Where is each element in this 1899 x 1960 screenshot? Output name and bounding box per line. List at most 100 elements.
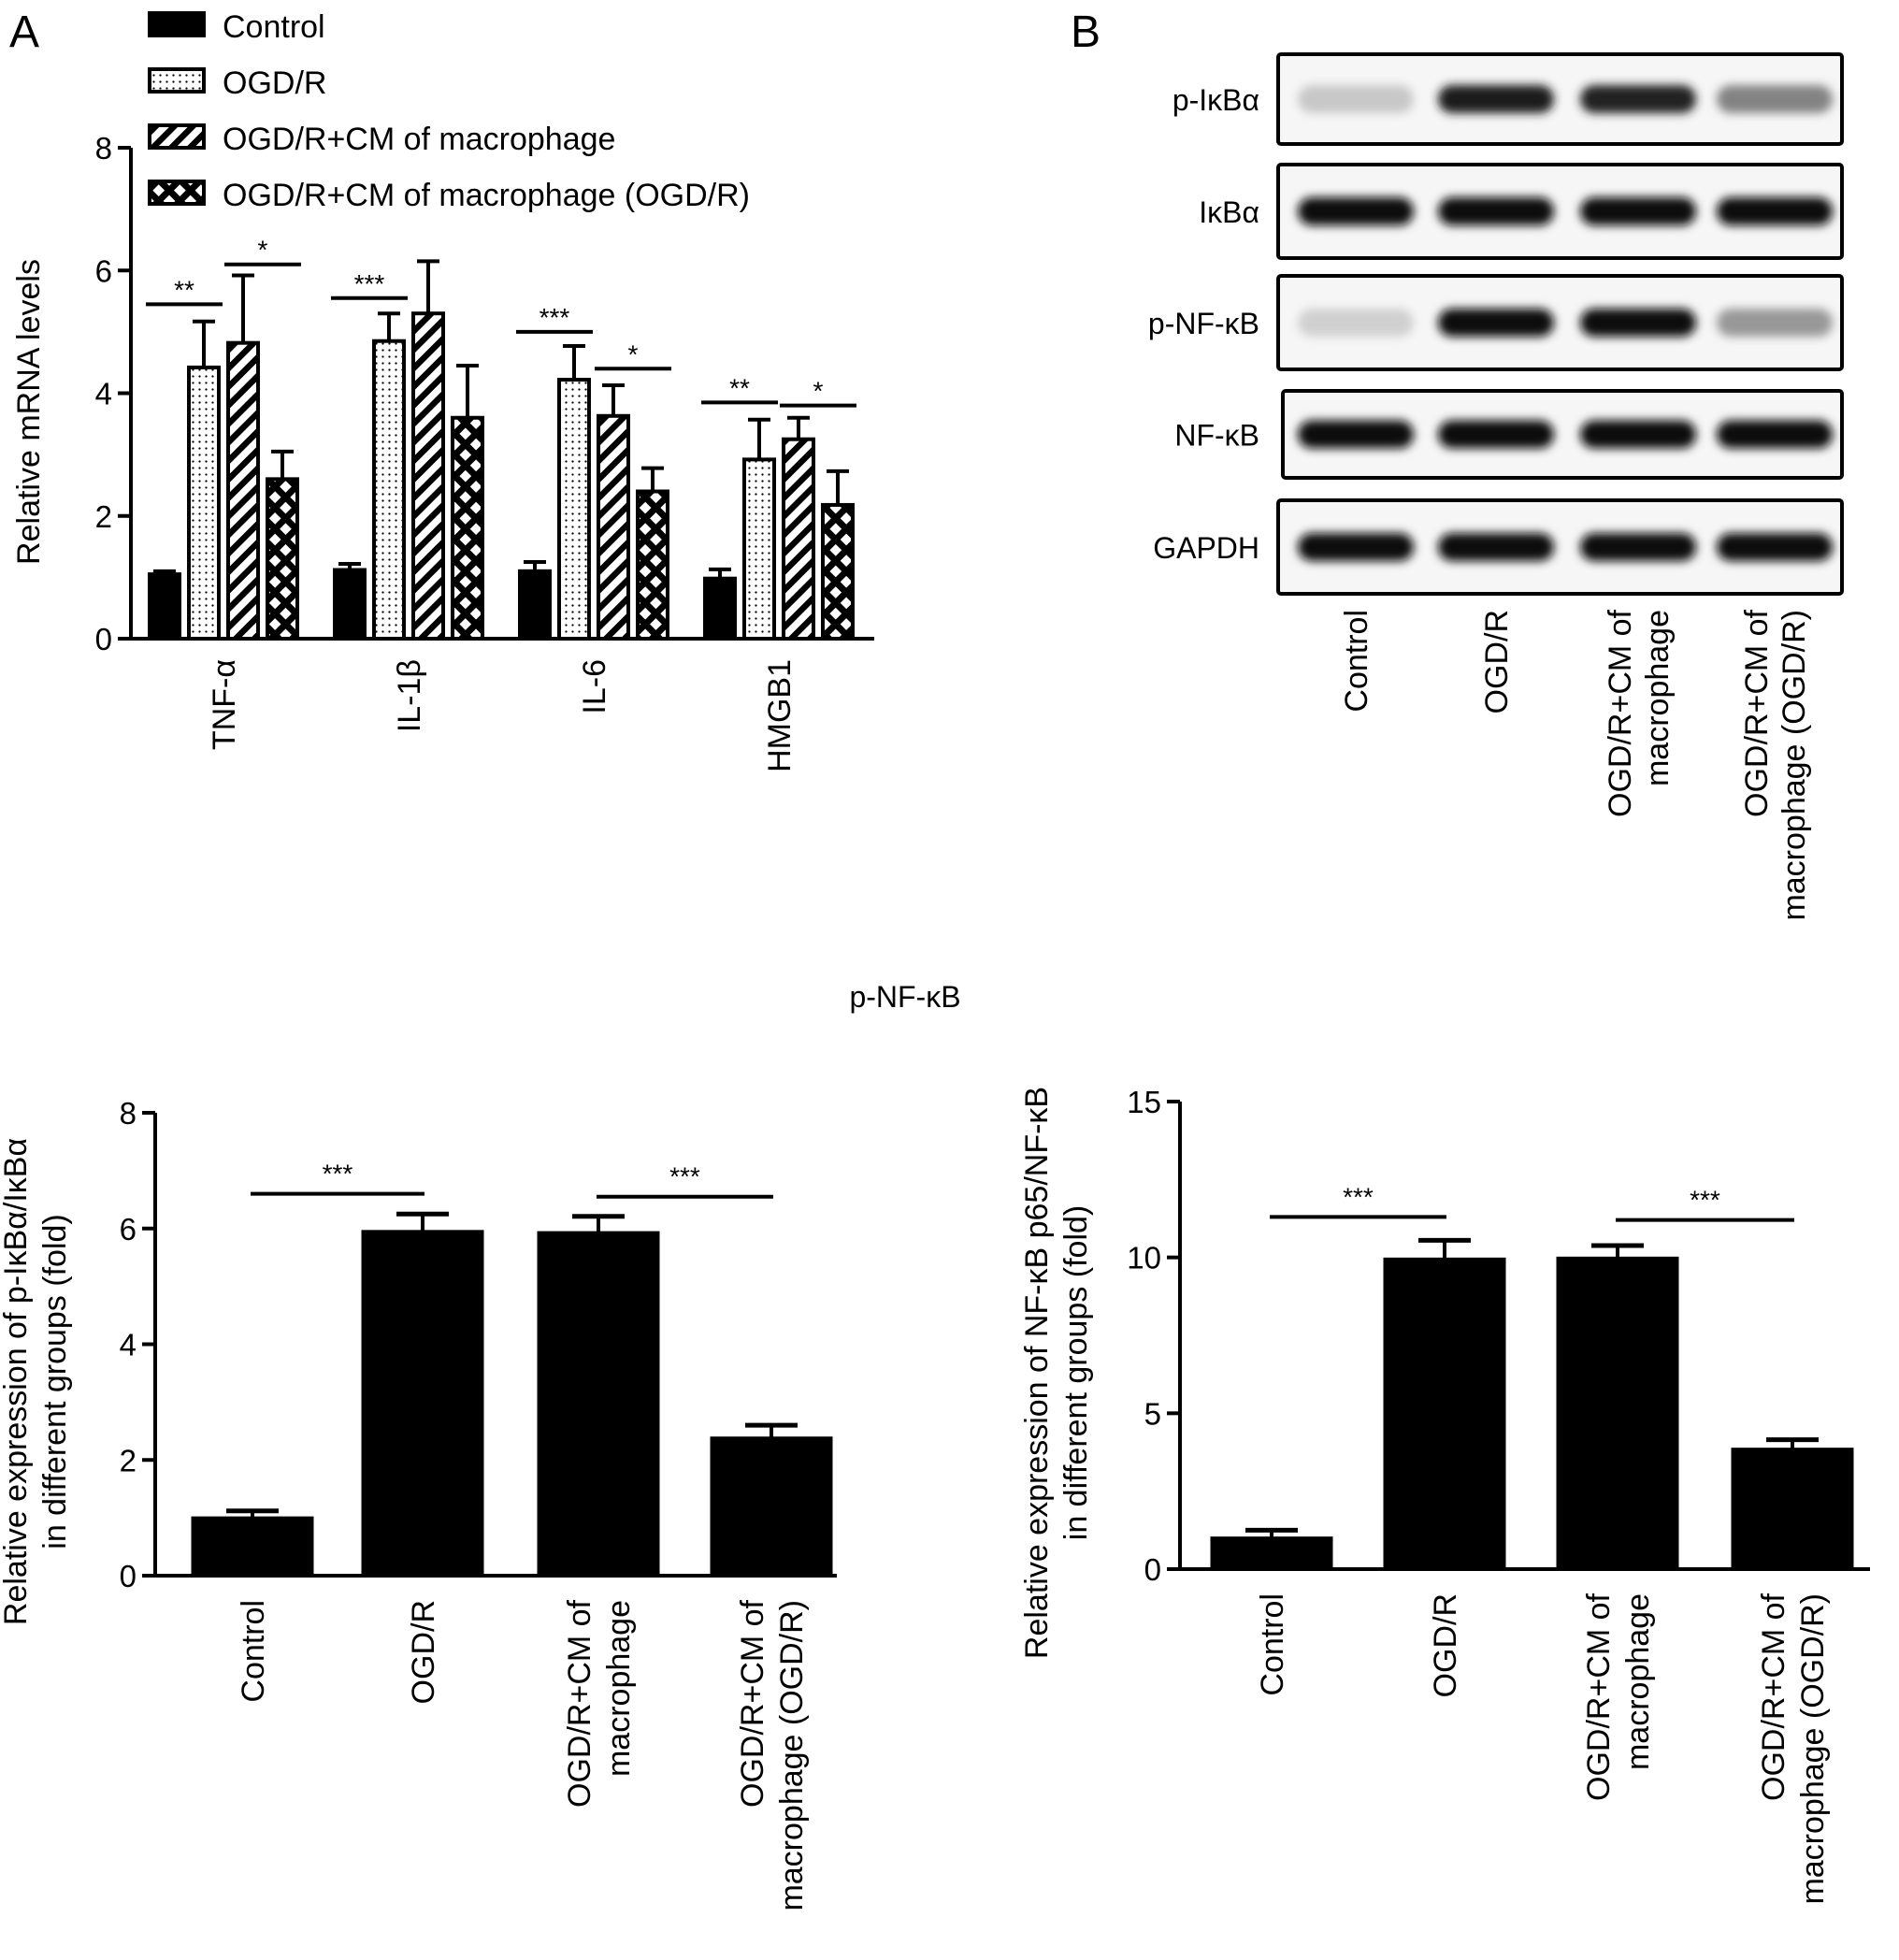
y-axis-title: Relative expression of NF-κB p65/NF-κB	[1019, 1087, 1055, 1659]
blot-frame	[1276, 52, 1844, 146]
y-axis-title: Relative expression of p-IκBα/IκBα	[0, 1138, 34, 1625]
x-tick-label: IL-1β	[392, 659, 427, 732]
western-blot: p-IκBα IκBα p-NF-κB NF-κB GAPDH Control OGD/R O…	[1148, 52, 1844, 921]
significance-label: ***	[539, 303, 570, 332]
significance-label: **	[729, 373, 750, 402]
blot-lane-label: Control	[1339, 610, 1374, 713]
y-tick-label: 6	[120, 1212, 137, 1247]
legend-swatch	[148, 180, 206, 206]
blot-lane-label: OGD/R+CM of	[1603, 609, 1638, 817]
blot-band	[1717, 197, 1833, 225]
bar	[191, 1516, 314, 1578]
blot-band	[1438, 420, 1554, 449]
blot-band	[1580, 197, 1696, 225]
bar-crosshatch	[821, 502, 855, 641]
x-tick-label: OGD/R	[406, 1600, 441, 1704]
blot-lane-label: macrophage	[1640, 610, 1676, 786]
blot-band	[1580, 309, 1696, 337]
blot-band	[1298, 420, 1414, 449]
y-tick-label: 8	[120, 1096, 137, 1131]
y-tick-label: 0	[95, 622, 112, 656]
x-tick-label: Control	[236, 1600, 271, 1703]
blot-lane-label: macrophage (OGD/R)	[1777, 610, 1812, 921]
blot-row-label: p-IκBα	[1172, 83, 1259, 117]
ikba-bar-chart: 0 2 4 6 8 Relative expression of p-IκBα/IκBα i…	[0, 1096, 837, 1911]
legend-label: Control	[223, 9, 325, 45]
blot-row-label: IκBα	[1199, 195, 1259, 229]
x-tick-label: OGD/R+CM of	[735, 1599, 770, 1808]
y-tick-label: 5	[1144, 1396, 1161, 1431]
blot-row-label: GAPDH	[1153, 531, 1259, 565]
y-axis-title: in different groups (fold)	[37, 1214, 73, 1549]
blot-band	[1717, 85, 1833, 113]
x-tick-label: TNF-α	[207, 659, 242, 750]
legend-label: OGD/R	[223, 65, 326, 101]
significance-label: *	[628, 339, 639, 368]
legend-swatch	[148, 11, 206, 37]
blot-row-label: NF-κB	[1174, 419, 1259, 453]
blot-band	[1717, 420, 1833, 449]
bar	[1210, 1536, 1333, 1571]
x-tick-label: macrophage	[601, 1600, 637, 1777]
bar-solid	[148, 572, 181, 641]
bar-dots	[557, 378, 591, 641]
nfkb-bar-chart: 0 5 10 15 Relative expression of NF-κB p65/N…	[1019, 1085, 1870, 1905]
legend-swatch	[148, 67, 206, 94]
x-tick-label: macrophage	[1620, 1593, 1656, 1770]
blot-band	[1298, 533, 1414, 561]
x-tick-label: OGD/R+CM of	[1581, 1592, 1617, 1801]
bar-dots	[742, 457, 776, 641]
blot-band	[1580, 85, 1696, 113]
x-tick-label: OGD/R	[1428, 1593, 1463, 1697]
significance-label: *	[258, 236, 268, 265]
blot-row-label: p-NF-κB	[1148, 307, 1259, 340]
y-tick-label: 10	[1127, 1241, 1161, 1275]
legend-label: OGD/R+CM of macrophage (OGD/R)	[223, 178, 750, 213]
bar	[1556, 1256, 1679, 1571]
bar-crosshatch	[636, 489, 669, 641]
blot-frame	[1276, 498, 1844, 596]
bar-solid	[703, 576, 737, 641]
x-tick-label: macrophage (OGD/R)	[1795, 1593, 1831, 1905]
x-tick-label: Control	[1255, 1593, 1290, 1696]
bar-crosshatch	[451, 415, 484, 641]
blot-band	[1298, 197, 1414, 225]
significance-label: ***	[1343, 1182, 1374, 1211]
bar	[710, 1436, 833, 1578]
significance-label: **	[174, 275, 194, 304]
significance-label: ***	[354, 269, 385, 298]
significance-label: ***	[1690, 1186, 1720, 1215]
bar-diagonal	[411, 311, 445, 641]
y-tick-label: 4	[95, 377, 112, 411]
y-axis-title: in different groups (fold)	[1058, 1205, 1094, 1540]
blot-band	[1717, 309, 1833, 337]
blot-lane-label: OGD/R+CM of	[1739, 609, 1775, 817]
bar-dots	[372, 339, 406, 641]
x-tick-label: OGD/R+CM of	[562, 1599, 597, 1808]
panel-letter-b: B	[1071, 7, 1101, 57]
bar-solid	[333, 568, 367, 641]
blot-lane-label: OGD/R	[1479, 610, 1515, 713]
bar-diagonal	[597, 413, 630, 641]
mrna-bar-chart: 0 2 4 6 8 Relative mRNA levels TNF-α IL-1β IL-6 H…	[11, 131, 874, 772]
significance-label: ***	[669, 1162, 700, 1191]
x-tick-label: HMGB1	[762, 659, 798, 772]
y-tick-label: 8	[95, 131, 112, 166]
blot-band	[1438, 197, 1554, 225]
bar	[1383, 1257, 1506, 1571]
blot-band	[1580, 533, 1696, 561]
legend: Control OGD/R OGD/R+CM of macrophage OGD/R+…	[148, 9, 750, 213]
blot-frame	[1276, 163, 1844, 260]
y-tick-label: 4	[120, 1328, 137, 1362]
bar-diagonal	[226, 340, 260, 641]
y-tick-label: 6	[95, 253, 112, 288]
blot-band	[1717, 533, 1833, 561]
x-tick-label: IL-6	[577, 659, 612, 714]
bottom-title: p-NF-κB	[849, 980, 960, 1014]
y-tick-label: 15	[1127, 1085, 1161, 1119]
significance-label: *	[813, 377, 824, 406]
blot-frame	[1276, 274, 1844, 371]
significance-label: ***	[323, 1160, 353, 1189]
y-tick-label: 2	[95, 499, 112, 534]
